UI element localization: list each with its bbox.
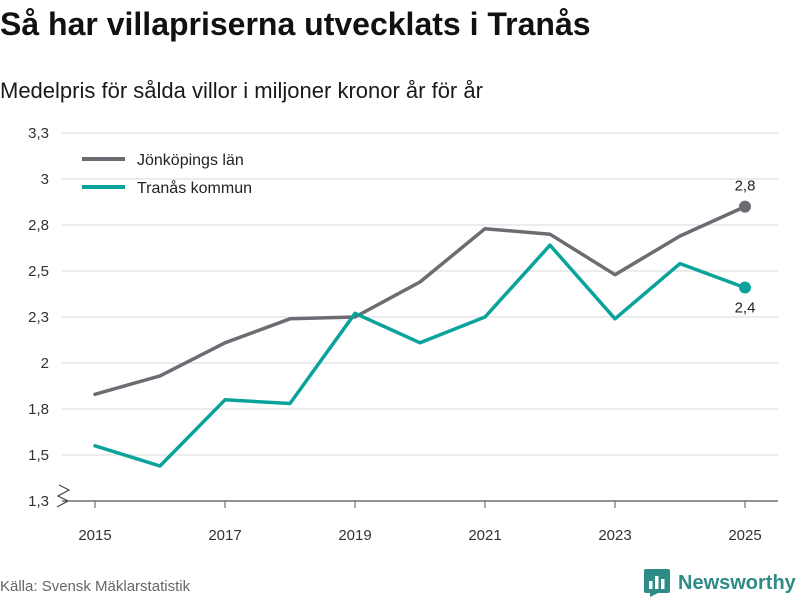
x-tick-label: 2017: [208, 527, 241, 544]
brand-name: Newsworthy: [678, 571, 796, 594]
gridlines: [62, 132, 778, 502]
y-tick-label: 2: [41, 355, 49, 372]
series-end-label-1: 2,4: [735, 300, 756, 317]
brand-logo: Newsworthy: [644, 569, 796, 597]
series-end-label-0: 2,8: [735, 178, 756, 195]
series-lines: 2,8 2,4: [93, 178, 756, 468]
legend-label-1: Tranås kommun: [137, 179, 252, 197]
axis-break-icon: [56, 484, 71, 508]
source-note: Källa: Svensk Mäklarstatistik: [0, 578, 191, 595]
chart-subtitle: Medelpris för sålda villor i miljoner kr…: [0, 78, 483, 103]
series-end-point-1: [739, 281, 751, 294]
series-end-point-0: [739, 200, 751, 213]
chart-title: Så har villapriserna utvecklats i Tranås: [0, 6, 591, 42]
x-axis-ticks: 2015 2017 2019 2021 2023 2025: [78, 501, 762, 544]
x-tick-label: 2021: [468, 527, 501, 544]
series-line-0: [93, 204, 747, 397]
x-tick-label: 2019: [338, 527, 371, 544]
y-tick-label: 2,8: [28, 217, 49, 234]
y-tick-label: 3: [41, 171, 49, 188]
legend: Jönköpings län Tranås kommun: [82, 152, 252, 197]
y-tick-label: 2,3: [28, 309, 49, 326]
series-line-1: [93, 243, 747, 468]
y-tick-label: 1,8: [28, 401, 49, 418]
bar-chart-icon: [644, 569, 670, 597]
x-tick-label: 2025: [728, 527, 761, 544]
x-tick-label: 2023: [598, 527, 631, 544]
legend-label-0: Jönköpings län: [137, 152, 244, 169]
y-axis-ticks: 1,3 1,5 1,8 2 2,3 2,5 2,8 3 3,3: [28, 125, 71, 510]
y-tick-label: 2,5: [28, 263, 49, 280]
y-tick-label: 1,3: [28, 493, 49, 510]
y-tick-label: 3,3: [28, 125, 49, 142]
x-tick-label: 2015: [78, 527, 111, 544]
y-tick-label: 1,5: [28, 447, 49, 464]
